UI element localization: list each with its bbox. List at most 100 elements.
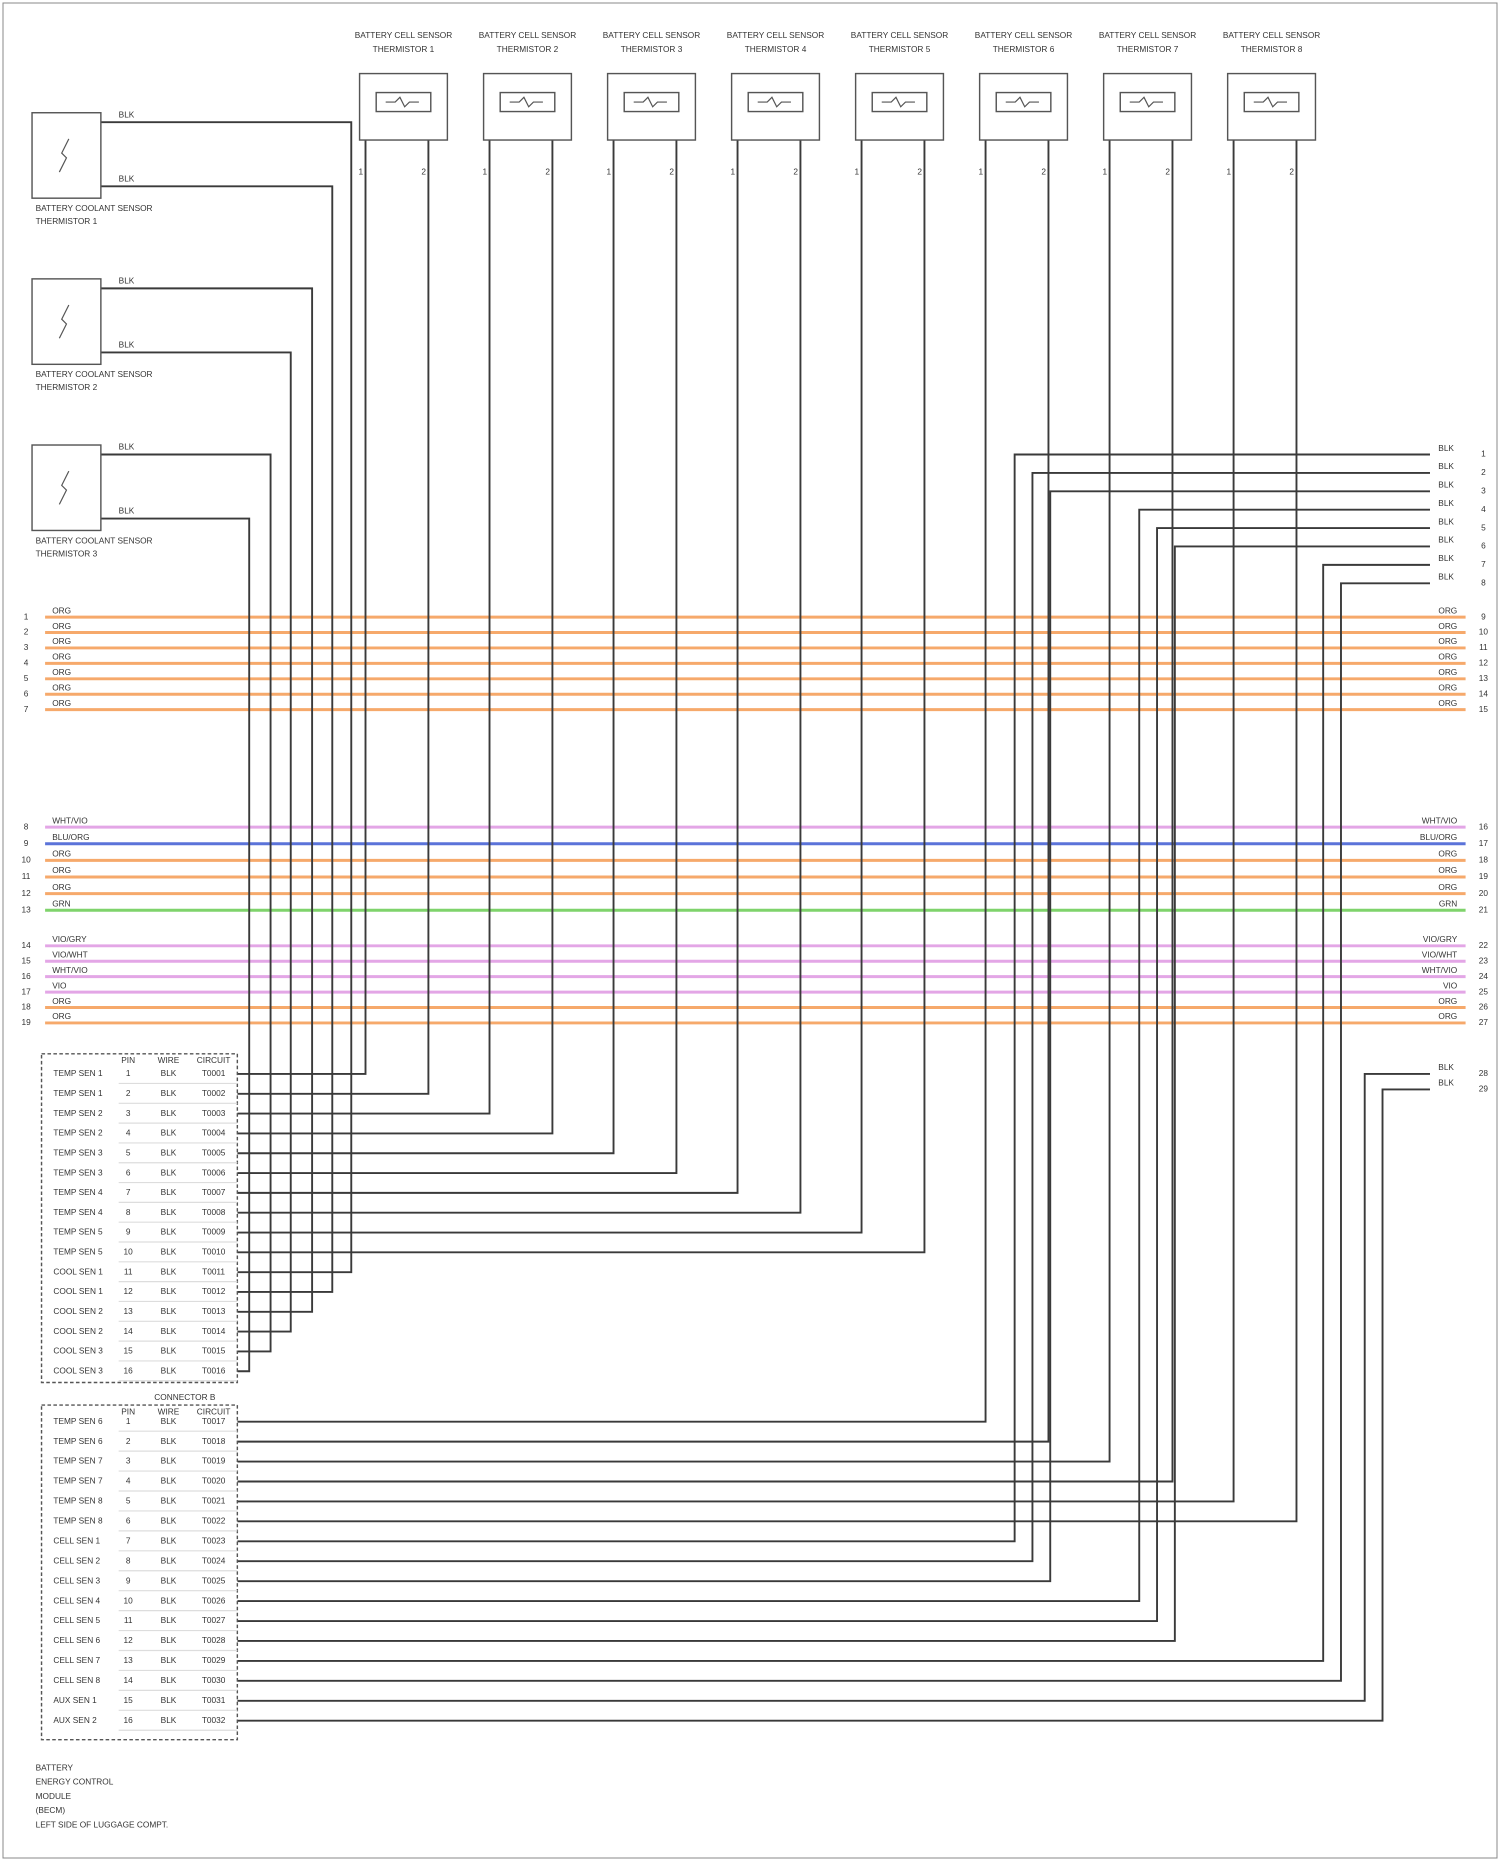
connector-circuit: T0023 (202, 1535, 226, 1545)
connector-circuit: T0005 (202, 1147, 226, 1157)
footer-line: MODULE (36, 1791, 72, 1801)
connector-wire: BLK (161, 1147, 177, 1157)
connector-pin: 16 (124, 1365, 134, 1375)
connector-circuit: T0024 (202, 1555, 226, 1565)
connector-pin: 13 (124, 1655, 134, 1665)
sensor-subtitle: THERMISTOR 3 (36, 548, 98, 558)
sensor-title: BATTERY COOLANT SENSOR (36, 535, 153, 545)
connector-circuit: T0030 (202, 1675, 226, 1685)
connector-row-name: CELL SEN 1 (53, 1535, 100, 1545)
connector-row-name: TEMP SEN 1 (53, 1088, 103, 1098)
sensor-element (623, 91, 680, 113)
wire-label: BLK (1438, 480, 1454, 490)
connector-row-name: COOL SEN 1 (53, 1266, 103, 1276)
pin-label: 1 (854, 166, 859, 176)
sensor-subtitle: THERMISTOR 5 (869, 44, 931, 54)
sensor-symbol (58, 470, 70, 505)
bus-pin: 1 (24, 611, 29, 621)
connector-header: WIRE (158, 1406, 180, 1416)
bus-pin: 3 (24, 642, 29, 652)
connector-pin: 13 (124, 1306, 134, 1316)
footer-line: LEFT SIDE OF LUGGAGE COMPT. (36, 1819, 169, 1829)
wire-pin: 3 (1481, 485, 1486, 495)
connector-pin: 12 (124, 1286, 134, 1296)
bus-label: ORG (52, 682, 71, 692)
bus-pin: 25 (1479, 986, 1489, 996)
connector-wire: BLK (161, 1346, 177, 1356)
connector-wire: BLK (161, 1286, 177, 1296)
connector-circuit: T0010 (202, 1247, 226, 1257)
bus-pin: 12 (1479, 658, 1489, 668)
connector-pin: 3 (126, 1456, 131, 1466)
thermistor-symbol (1005, 96, 1039, 108)
bus-pin: 12 (21, 888, 31, 898)
wire (237, 140, 430, 1095)
connector-pin: 14 (124, 1326, 134, 1336)
connector-row-name: COOL SEN 3 (53, 1365, 103, 1375)
bus-pin: 27 (1479, 1017, 1489, 1027)
bus-label: ORG (1438, 698, 1457, 708)
bus-label: WHT/VIO (1422, 965, 1458, 975)
bus-pin: 11 (22, 871, 31, 881)
pin-label: 1 (606, 166, 611, 176)
connector-pin: 1 (126, 1068, 131, 1078)
wire-label: BLK (119, 442, 135, 452)
connector-wire: BLK (161, 1365, 177, 1375)
connector-pin: 6 (126, 1167, 131, 1177)
connector-row-name: TEMP SEN 2 (53, 1128, 103, 1138)
connector-wire: BLK (161, 1068, 177, 1078)
thermistor-symbol (1129, 96, 1163, 108)
connector-wire: BLK (161, 1108, 177, 1118)
connector-circuit: T0003 (202, 1108, 226, 1118)
connector-circuit: T0017 (202, 1416, 226, 1426)
sensor-symbol (58, 304, 70, 339)
wire (237, 508, 1430, 1603)
bus-label: ORG (52, 621, 71, 631)
sensor-element (375, 91, 432, 113)
pin-label: 2 (421, 166, 426, 176)
connector-row-name: TEMP SEN 3 (53, 1167, 103, 1177)
connector-wire: BLK (161, 1575, 177, 1585)
connector-pin: 8 (126, 1207, 131, 1217)
connector-pin: 1 (126, 1416, 131, 1426)
wire-pin: 6 (1481, 541, 1486, 551)
connector-wire: BLK (161, 1535, 177, 1545)
wire (100, 351, 292, 1333)
bus-pin: 16 (1479, 821, 1489, 831)
sensor-title: BATTERY CELL SENSOR (603, 30, 700, 40)
bus-label: ORG (52, 667, 71, 677)
bus-pin: 10 (1479, 627, 1489, 637)
pin-label: 2 (793, 166, 798, 176)
bus-pin: 26 (1479, 1002, 1489, 1012)
thermistor-symbol (633, 96, 667, 108)
bus-label: VIO/GRY (52, 934, 87, 944)
connector-row-name: AUX SEN 1 (53, 1695, 97, 1705)
connector-row-name: TEMP SEN 7 (53, 1456, 103, 1466)
bus-label: ORG (52, 849, 71, 859)
bus-pin: 13 (1479, 673, 1489, 683)
connector-pin: 4 (126, 1128, 131, 1138)
connector-wire: BLK (161, 1675, 177, 1685)
wire-label: BLK (1438, 516, 1454, 526)
wire (100, 121, 353, 1274)
connector-header: PIN (121, 1406, 135, 1416)
pin-label: 1 (358, 166, 363, 176)
pin-label: 2 (1165, 166, 1170, 176)
bus-pin: 4 (24, 658, 29, 668)
connector-row-name: TEMP SEN 3 (53, 1147, 103, 1157)
connector-pin: 12 (124, 1635, 134, 1645)
connector-circuit: T0028 (202, 1635, 226, 1645)
pin-label: 1 (730, 166, 735, 176)
connector-pin: 5 (126, 1147, 131, 1157)
wire (100, 185, 334, 1293)
pin-label: 2 (1041, 166, 1046, 176)
footer-line: ENERGY CONTROL (36, 1777, 114, 1787)
bus-pin: 8 (24, 821, 29, 831)
connector-wire: BLK (161, 1635, 177, 1645)
connector-pin: 9 (126, 1227, 131, 1237)
sensor-title: BATTERY COOLANT SENSOR (36, 369, 153, 379)
sensor-element (747, 91, 804, 113)
sensor-box (31, 444, 102, 532)
